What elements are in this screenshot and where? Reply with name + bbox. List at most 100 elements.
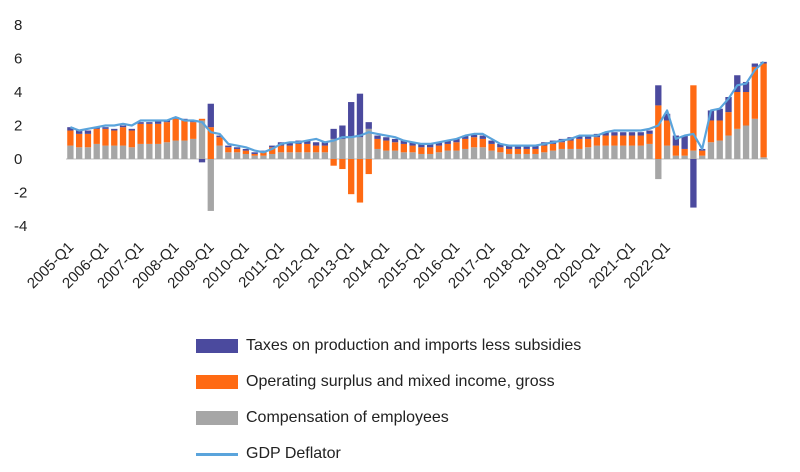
- bar-segment-compensation: [462, 148, 469, 159]
- bar-segment-taxes: [128, 128, 135, 131]
- legend-swatch-compensation: [196, 411, 238, 425]
- bar-segment-operating: [154, 123, 162, 144]
- bar-segment-compensation: [611, 145, 618, 159]
- bar-segment-taxes: [655, 85, 662, 106]
- bar-segment-compensation: [742, 125, 750, 159]
- bar-segment-taxes: [479, 135, 486, 139]
- bar-segment-taxes: [584, 135, 592, 139]
- bar-segment-compensation: [576, 148, 583, 159]
- bar-segment-taxes: [321, 142, 329, 146]
- bar-segment-compensation: [137, 143, 144, 159]
- bar-segment-operating: [286, 145, 293, 153]
- bar-segment-taxes: [119, 125, 127, 128]
- bar-segment-compensation: [672, 155, 680, 159]
- bar-segment-compensation: [295, 152, 302, 159]
- bar-segment-taxes: [233, 147, 241, 149]
- bar-segment-taxes: [312, 142, 320, 146]
- bar-segment-compensation: [681, 155, 688, 159]
- bar-segment-operating: [681, 148, 688, 156]
- bar-segment-compensation: [154, 143, 162, 159]
- bar-segment-taxes: [269, 145, 276, 148]
- bar-segment-taxes: [111, 128, 118, 131]
- bar-segment-operating: [716, 120, 723, 141]
- bar-segment-taxes: [620, 132, 627, 136]
- bar-segment-taxes: [716, 108, 723, 121]
- bar-segment-operating: [172, 118, 179, 141]
- bar-segment-operating: [312, 145, 320, 153]
- bar-segment-compensation: [128, 147, 135, 159]
- bar-segment-compensation: [119, 145, 127, 159]
- chart-plot: -4-2024682005-Q12006-Q12007-Q12008-Q1200…: [14, 17, 768, 292]
- bar-segment-compensation: [348, 137, 355, 159]
- bar-segment-operating: [146, 123, 153, 144]
- bar-segment-compensation: [216, 145, 223, 159]
- bar-segment-taxes: [391, 138, 399, 143]
- bar-segment-operating: [576, 138, 583, 149]
- bar-segment-taxes: [330, 128, 337, 139]
- bar-segment-compensation: [102, 145, 109, 159]
- bar-segment-operating: [225, 147, 232, 153]
- bar-segment-taxes: [663, 113, 671, 121]
- bar-segment-operating: [348, 159, 355, 195]
- bar-segment-compensation: [637, 145, 644, 159]
- bar-segment-compensation: [76, 147, 83, 159]
- bar-segment-compensation: [242, 153, 250, 159]
- bar-segment-operating: [497, 147, 504, 153]
- y-tick-label: 0: [14, 151, 22, 168]
- bar-segment-operating: [163, 122, 171, 143]
- bar-segment-taxes: [225, 145, 232, 148]
- bar-segment-taxes: [286, 142, 293, 146]
- bar-segment-compensation: [470, 147, 478, 159]
- bar-segment-compensation: [146, 143, 153, 159]
- bar-segment-taxes: [751, 63, 758, 67]
- bar-segment-compensation: [593, 145, 601, 159]
- bar-segment-compensation: [760, 157, 767, 159]
- bar-segment-taxes: [497, 143, 504, 148]
- bar-segment-operating: [119, 127, 127, 146]
- legend: Taxes on production and imports less sub…: [196, 328, 756, 472]
- bar-segment-taxes: [435, 142, 443, 146]
- bar-segment-taxes: [462, 135, 469, 139]
- bar-segment-compensation: [260, 155, 267, 159]
- bar-segment-taxes: [198, 159, 206, 163]
- bar-segment-operating: [742, 92, 750, 126]
- bar-segment-operating: [242, 150, 250, 154]
- bar-segment-compensation: [628, 145, 636, 159]
- bar-segment-taxes: [207, 103, 214, 128]
- bar-segment-compensation: [488, 150, 495, 159]
- bar-segment-operating: [453, 142, 460, 151]
- bar-segment-operating: [620, 135, 627, 146]
- legend-swatch-deflator: [196, 452, 238, 456]
- bar-segment-operating: [400, 143, 407, 153]
- bar-segment-compensation: [453, 150, 460, 159]
- bar-segment-taxes: [444, 140, 451, 144]
- bar-segment-compensation: [699, 155, 706, 159]
- bar-segment-compensation: [198, 120, 206, 159]
- bar-segment-operating: [84, 133, 92, 148]
- bar-segment-operating: [93, 128, 100, 144]
- bar-segment-operating: [760, 63, 767, 158]
- bar-segment-taxes: [628, 132, 636, 136]
- bar-segment-compensation: [286, 152, 293, 159]
- bar-segment-compensation: [400, 152, 407, 159]
- bar-segment-taxes: [304, 140, 311, 144]
- bar-segment-operating: [295, 143, 302, 153]
- bar-segment-operating: [198, 118, 206, 121]
- bar-segment-taxes: [216, 135, 223, 138]
- bar-segment-operating: [339, 159, 346, 170]
- deflator-line: [70, 61, 765, 154]
- bar-segment-compensation: [734, 128, 741, 159]
- bar-segment-operating: [505, 148, 513, 154]
- bar-segment-operating: [102, 128, 109, 146]
- bar-segment-compensation: [549, 150, 557, 159]
- bar-segment-operating: [137, 123, 144, 144]
- bar-segment-compensation: [321, 152, 329, 159]
- bar-segment-taxes: [374, 135, 381, 139]
- bar-segment-compensation: [277, 152, 285, 159]
- bar-segment-compensation: [93, 143, 100, 159]
- bar-segment-compensation: [67, 145, 74, 159]
- bar-segment-taxes: [154, 120, 162, 124]
- bar-segment-taxes: [681, 135, 688, 149]
- bar-segment-operating: [734, 92, 741, 129]
- bar-segment-operating: [190, 122, 197, 139]
